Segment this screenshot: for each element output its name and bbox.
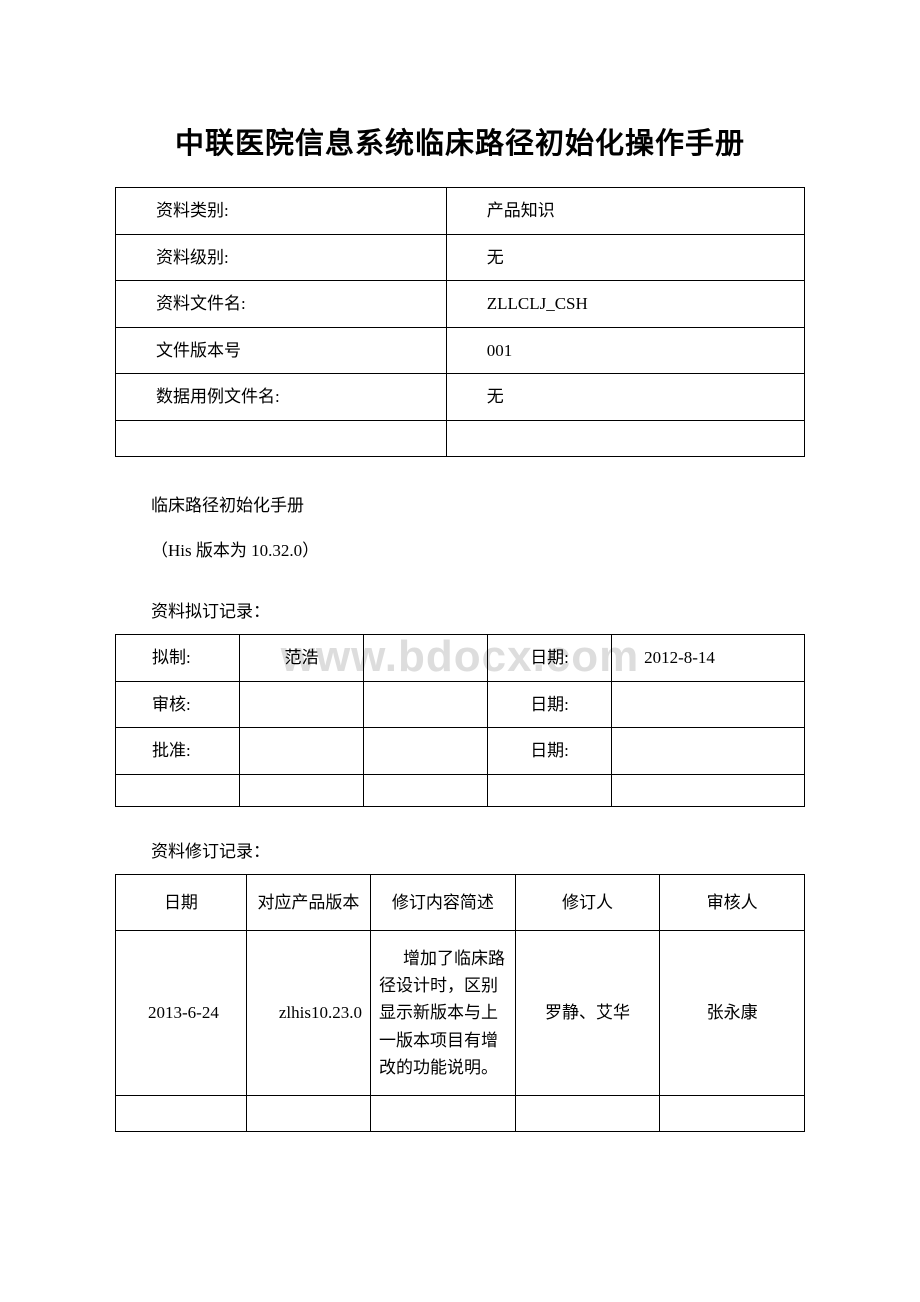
approval-header: 资料拟订记录：: [115, 597, 805, 622]
col-version: 对应产品版本: [246, 874, 370, 930]
info-label: 文件版本号: [116, 327, 447, 374]
rev-desc: [371, 1095, 516, 1131]
col-desc: 修订内容简述: [371, 874, 516, 930]
table-row: [116, 420, 805, 456]
col-date: 日期: [116, 874, 247, 930]
info-value: ZLLCLJ_CSH: [446, 281, 804, 328]
table-row: 资料类别: 产品知识: [116, 188, 805, 235]
approval-date-label: 日期:: [488, 728, 612, 775]
approval-table: 拟制: 范浩 日期: 2012-8-14 审核: 日期: 批准: 日期:: [115, 634, 805, 807]
info-value: 001: [446, 327, 804, 374]
info-label: 资料类别:: [116, 188, 447, 235]
table-row: 数据用例文件名: 无: [116, 374, 805, 421]
table-row: 拟制: 范浩 日期: 2012-8-14: [116, 635, 805, 682]
rev-reviewer: [660, 1095, 805, 1131]
subtitle-1: 临床路径初始化手册: [115, 487, 805, 524]
table-header-row: 日期 对应产品版本 修订内容简述 修订人 审核人: [116, 874, 805, 930]
rev-editor: [515, 1095, 660, 1131]
table-row: [116, 1095, 805, 1131]
info-value: 无: [446, 234, 804, 281]
subtitle-2: （His 版本为 10.32.0）: [115, 532, 805, 569]
info-value: 无: [446, 374, 804, 421]
rev-editor: 罗静、艾华: [515, 930, 660, 1095]
info-label: [116, 420, 447, 456]
approval-cell: [364, 681, 488, 728]
rev-version: zlhis10.23.0: [246, 930, 370, 1095]
col-reviewer: 审核人: [660, 874, 805, 930]
table-row: 文件版本号 001: [116, 327, 805, 374]
rev-desc: 增加了临床路径设计时，区别显示新版本与上一版本项目有增改的功能说明。: [371, 930, 516, 1095]
approval-date: [612, 681, 805, 728]
approval-name: [240, 774, 364, 806]
approval-date: 2012-8-14: [612, 635, 805, 682]
info-table: 资料类别: 产品知识 资料级别: 无 资料文件名: ZLLCLJ_CSH 文件版…: [115, 187, 805, 457]
approval-label: 拟制:: [116, 635, 240, 682]
approval-date-label: 日期:: [488, 635, 612, 682]
info-label: 资料级别:: [116, 234, 447, 281]
approval-label: 审核:: [116, 681, 240, 728]
approval-date-label: [488, 774, 612, 806]
table-row: 资料文件名: ZLLCLJ_CSH: [116, 281, 805, 328]
table-row: [116, 774, 805, 806]
revision-table: 日期 对应产品版本 修订内容简述 修订人 审核人 2013-6-24 zlhis…: [115, 874, 805, 1132]
info-value: 产品知识: [446, 188, 804, 235]
approval-label: 批准:: [116, 728, 240, 775]
table-row: 批准: 日期:: [116, 728, 805, 775]
table-row: 2013-6-24 zlhis10.23.0 增加了临床路径设计时，区别显示新版…: [116, 930, 805, 1095]
table-row: 资料级别: 无: [116, 234, 805, 281]
info-label: 资料文件名:: [116, 281, 447, 328]
rev-date: [116, 1095, 247, 1131]
col-editor: 修订人: [515, 874, 660, 930]
info-value: [446, 420, 804, 456]
approval-name: [240, 728, 364, 775]
revision-header: 资料修订记录：: [115, 837, 805, 862]
rev-version: [246, 1095, 370, 1131]
info-label: 数据用例文件名:: [116, 374, 447, 421]
approval-label: [116, 774, 240, 806]
document-title: 中联医院信息系统临床路径初始化操作手册: [115, 120, 805, 162]
approval-name: 范浩: [240, 635, 364, 682]
approval-cell: [364, 774, 488, 806]
rev-reviewer: 张永康: [660, 930, 805, 1095]
table-row: 审核: 日期:: [116, 681, 805, 728]
approval-date: [612, 774, 805, 806]
approval-cell: [364, 728, 488, 775]
rev-date: 2013-6-24: [116, 930, 247, 1095]
approval-cell: [364, 635, 488, 682]
approval-date-label: 日期:: [488, 681, 612, 728]
approval-name: [240, 681, 364, 728]
approval-date: [612, 728, 805, 775]
